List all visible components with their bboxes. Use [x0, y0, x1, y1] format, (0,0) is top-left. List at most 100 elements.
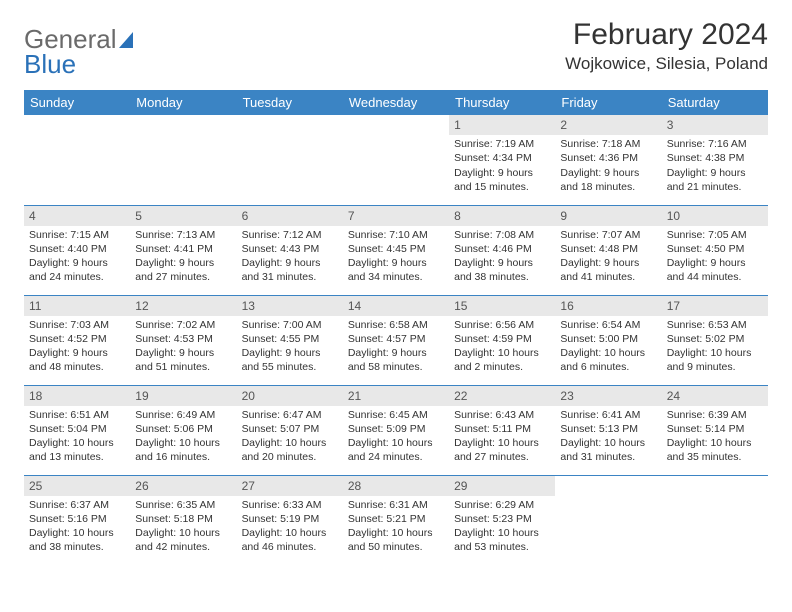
sunset-line: Sunset: 5:16 PM	[29, 512, 125, 526]
sunset-line: Sunset: 5:19 PM	[242, 512, 338, 526]
calendar-cell: 7Sunrise: 7:10 AMSunset: 4:45 PMDaylight…	[343, 205, 449, 295]
day-body: Sunrise: 7:03 AMSunset: 4:52 PMDaylight:…	[24, 318, 130, 379]
calendar-cell: 27Sunrise: 6:33 AMSunset: 5:19 PMDayligh…	[237, 475, 343, 565]
day-number: 4	[24, 206, 130, 226]
day-number: 2	[555, 115, 661, 135]
day-body: Sunrise: 6:29 AMSunset: 5:23 PMDaylight:…	[449, 498, 555, 559]
day-body: Sunrise: 7:05 AMSunset: 4:50 PMDaylight:…	[662, 228, 768, 289]
sunrise-line: Sunrise: 7:02 AM	[135, 318, 231, 332]
daylight-line: Daylight: 9 hours and 58 minutes.	[348, 346, 444, 374]
daylight-line: Daylight: 10 hours and 31 minutes.	[560, 436, 656, 464]
daylight-line: Daylight: 10 hours and 46 minutes.	[242, 526, 338, 554]
location: Wojkowice, Silesia, Poland	[565, 54, 768, 74]
weekday-header: Thursday	[449, 90, 555, 115]
day-number: 14	[343, 296, 449, 316]
header: GeneralBlue February 2024 Wojkowice, Sil…	[24, 18, 768, 80]
calendar-cell: 9Sunrise: 7:07 AMSunset: 4:48 PMDaylight…	[555, 205, 661, 295]
calendar-cell: 6Sunrise: 7:12 AMSunset: 4:43 PMDaylight…	[237, 205, 343, 295]
weekday-header: Tuesday	[237, 90, 343, 115]
day-number: 15	[449, 296, 555, 316]
sunset-line: Sunset: 4:48 PM	[560, 242, 656, 256]
sunset-line: Sunset: 4:55 PM	[242, 332, 338, 346]
calendar-row: 18Sunrise: 6:51 AMSunset: 5:04 PMDayligh…	[24, 385, 768, 475]
day-number: 1	[449, 115, 555, 135]
sunset-line: Sunset: 4:40 PM	[29, 242, 125, 256]
calendar-cell: 29Sunrise: 6:29 AMSunset: 5:23 PMDayligh…	[449, 475, 555, 565]
daylight-line: Daylight: 10 hours and 2 minutes.	[454, 346, 550, 374]
sunrise-line: Sunrise: 6:56 AM	[454, 318, 550, 332]
sunrise-line: Sunrise: 7:12 AM	[242, 228, 338, 242]
calendar-cell	[130, 115, 236, 205]
day-number: 12	[130, 296, 236, 316]
daylight-line: Daylight: 9 hours and 38 minutes.	[454, 256, 550, 284]
day-body: Sunrise: 6:54 AMSunset: 5:00 PMDaylight:…	[555, 318, 661, 379]
weekday-header: Monday	[130, 90, 236, 115]
sunset-line: Sunset: 5:09 PM	[348, 422, 444, 436]
sunset-line: Sunset: 5:14 PM	[667, 422, 763, 436]
daylight-line: Daylight: 9 hours and 34 minutes.	[348, 256, 444, 284]
calendar-cell: 19Sunrise: 6:49 AMSunset: 5:06 PMDayligh…	[130, 385, 236, 475]
day-number: 19	[130, 386, 236, 406]
sunrise-line: Sunrise: 6:39 AM	[667, 408, 763, 422]
day-body: Sunrise: 6:47 AMSunset: 5:07 PMDaylight:…	[237, 408, 343, 469]
sunrise-line: Sunrise: 6:47 AM	[242, 408, 338, 422]
day-body: Sunrise: 7:15 AMSunset: 4:40 PMDaylight:…	[24, 228, 130, 289]
calendar-cell: 22Sunrise: 6:43 AMSunset: 5:11 PMDayligh…	[449, 385, 555, 475]
logo: GeneralBlue	[24, 18, 137, 80]
sunset-line: Sunset: 4:36 PM	[560, 151, 656, 165]
calendar-cell: 20Sunrise: 6:47 AMSunset: 5:07 PMDayligh…	[237, 385, 343, 475]
day-number: 22	[449, 386, 555, 406]
sunset-line: Sunset: 5:04 PM	[29, 422, 125, 436]
sunrise-line: Sunrise: 6:41 AM	[560, 408, 656, 422]
calendar-cell: 23Sunrise: 6:41 AMSunset: 5:13 PMDayligh…	[555, 385, 661, 475]
calendar-cell	[24, 115, 130, 205]
sunrise-line: Sunrise: 7:10 AM	[348, 228, 444, 242]
day-body: Sunrise: 6:56 AMSunset: 4:59 PMDaylight:…	[449, 318, 555, 379]
day-body: Sunrise: 6:43 AMSunset: 5:11 PMDaylight:…	[449, 408, 555, 469]
sunset-line: Sunset: 4:45 PM	[348, 242, 444, 256]
day-body: Sunrise: 7:19 AMSunset: 4:34 PMDaylight:…	[449, 137, 555, 198]
day-body: Sunrise: 7:02 AMSunset: 4:53 PMDaylight:…	[130, 318, 236, 379]
logo-triangle-icon	[119, 32, 133, 48]
calendar-row: 11Sunrise: 7:03 AMSunset: 4:52 PMDayligh…	[24, 295, 768, 385]
calendar-cell: 12Sunrise: 7:02 AMSunset: 4:53 PMDayligh…	[130, 295, 236, 385]
day-number: 17	[662, 296, 768, 316]
daylight-line: Daylight: 9 hours and 18 minutes.	[560, 166, 656, 194]
calendar-cell: 17Sunrise: 6:53 AMSunset: 5:02 PMDayligh…	[662, 295, 768, 385]
calendar-cell: 1Sunrise: 7:19 AMSunset: 4:34 PMDaylight…	[449, 115, 555, 205]
day-number: 24	[662, 386, 768, 406]
calendar-row: 1Sunrise: 7:19 AMSunset: 4:34 PMDaylight…	[24, 115, 768, 205]
daylight-line: Daylight: 9 hours and 21 minutes.	[667, 166, 763, 194]
weekday-header: Sunday	[24, 90, 130, 115]
sunset-line: Sunset: 5:23 PM	[454, 512, 550, 526]
day-number: 13	[237, 296, 343, 316]
sunset-line: Sunset: 4:46 PM	[454, 242, 550, 256]
sunrise-line: Sunrise: 6:37 AM	[29, 498, 125, 512]
day-body: Sunrise: 7:10 AMSunset: 4:45 PMDaylight:…	[343, 228, 449, 289]
day-body: Sunrise: 6:39 AMSunset: 5:14 PMDaylight:…	[662, 408, 768, 469]
calendar-cell: 15Sunrise: 6:56 AMSunset: 4:59 PMDayligh…	[449, 295, 555, 385]
sunset-line: Sunset: 4:59 PM	[454, 332, 550, 346]
sunset-line: Sunset: 5:21 PM	[348, 512, 444, 526]
day-number: 25	[24, 476, 130, 496]
sunrise-line: Sunrise: 7:00 AM	[242, 318, 338, 332]
day-number: 26	[130, 476, 236, 496]
daylight-line: Daylight: 10 hours and 6 minutes.	[560, 346, 656, 374]
sunset-line: Sunset: 5:06 PM	[135, 422, 231, 436]
calendar-table: SundayMondayTuesdayWednesdayThursdayFrid…	[24, 90, 768, 565]
day-number: 3	[662, 115, 768, 135]
sunset-line: Sunset: 5:18 PM	[135, 512, 231, 526]
day-number: 28	[343, 476, 449, 496]
sunset-line: Sunset: 5:07 PM	[242, 422, 338, 436]
sunrise-line: Sunrise: 7:18 AM	[560, 137, 656, 151]
calendar-cell	[237, 115, 343, 205]
sunset-line: Sunset: 4:50 PM	[667, 242, 763, 256]
day-body: Sunrise: 6:35 AMSunset: 5:18 PMDaylight:…	[130, 498, 236, 559]
sunrise-line: Sunrise: 7:19 AM	[454, 137, 550, 151]
month-title: February 2024	[565, 18, 768, 52]
calendar-cell: 18Sunrise: 6:51 AMSunset: 5:04 PMDayligh…	[24, 385, 130, 475]
daylight-line: Daylight: 9 hours and 51 minutes.	[135, 346, 231, 374]
day-body: Sunrise: 6:41 AMSunset: 5:13 PMDaylight:…	[555, 408, 661, 469]
day-number: 20	[237, 386, 343, 406]
calendar-cell: 3Sunrise: 7:16 AMSunset: 4:38 PMDaylight…	[662, 115, 768, 205]
